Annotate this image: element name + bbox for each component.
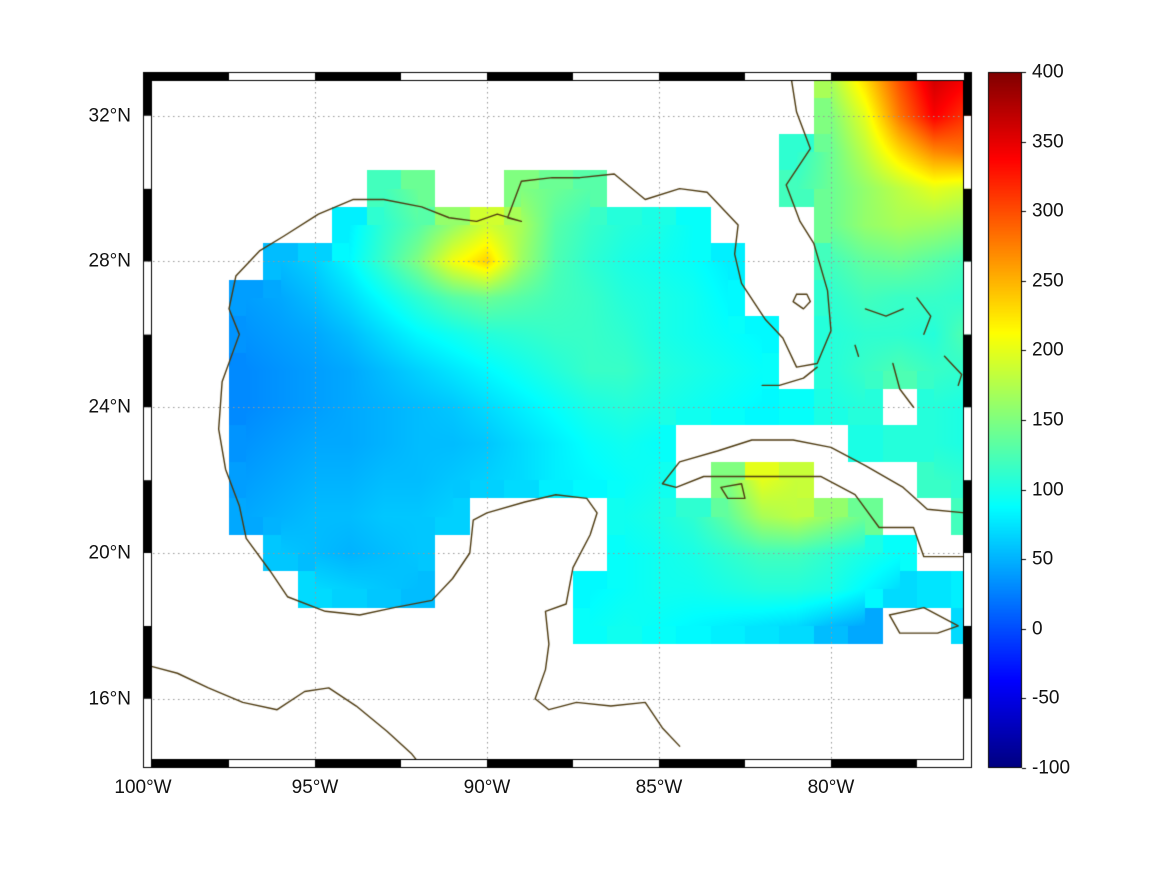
figure: 100°W 95°W 90°W 85°W 80°W 16°N 20°N 24°N 28°N 32°…: [0, 0, 1167, 875]
map-plot-canvas: [0, 0, 1167, 875]
